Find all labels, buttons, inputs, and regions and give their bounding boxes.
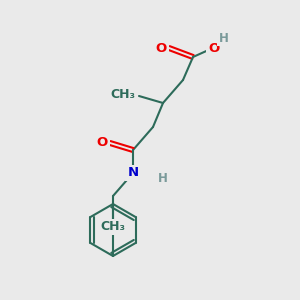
Text: CH₃: CH₃ xyxy=(100,220,125,233)
Text: H: H xyxy=(158,172,168,185)
Text: H: H xyxy=(219,32,229,44)
Text: N: N xyxy=(128,167,139,179)
Text: CH₃: CH₃ xyxy=(110,88,135,100)
Text: O: O xyxy=(156,41,167,55)
Text: O: O xyxy=(97,136,108,149)
Text: O: O xyxy=(208,41,220,55)
